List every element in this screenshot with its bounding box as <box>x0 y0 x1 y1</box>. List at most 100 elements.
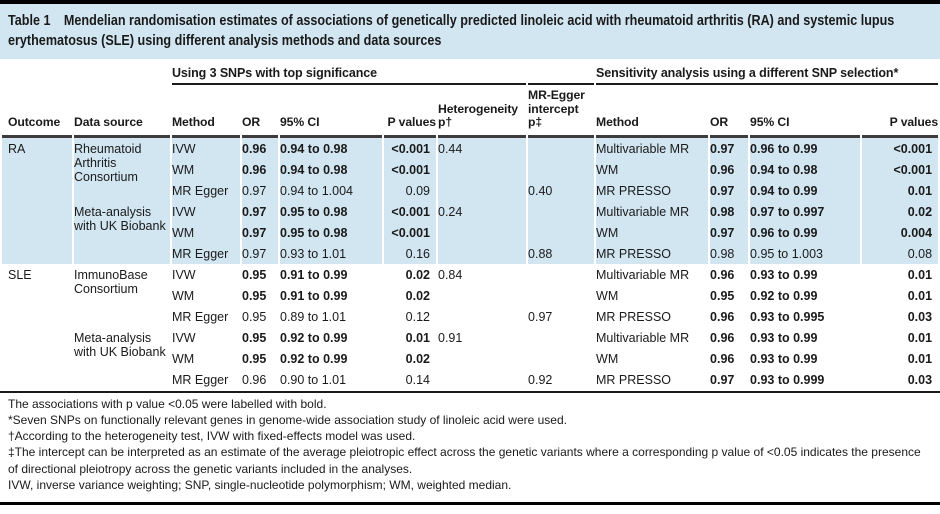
cell-p-value: 0.01 <box>384 326 436 348</box>
column-header-p-values: P values <box>384 85 436 138</box>
column-header-or-2: OR <box>710 85 749 138</box>
cell-method: IVW <box>172 137 240 159</box>
cell-ci: 0.92 to 0.99 <box>280 347 382 369</box>
egger-label-line2: intercept <box>528 101 579 116</box>
table-caption: Table 1 Mendelian randomisation estimates… <box>8 11 935 51</box>
table-caption-band: Table 1 Mendelian randomisation estimates… <box>0 4 940 59</box>
cell-data-source: Meta-analysis with UK Biobank <box>74 326 170 390</box>
cell-heterogeneity-p <box>438 221 527 243</box>
cell-outcome: SLE <box>2 263 72 390</box>
mr-estimates-table: Using 3 SNPs with top significance Sensi… <box>0 59 940 390</box>
heterogeneity-label-line1: Heterogeneity <box>438 101 518 116</box>
cell-egger-intercept-p <box>528 158 595 180</box>
cell-ci-2: 0.96 to 0.99 <box>750 221 861 243</box>
cell-ci-2: 0.93 to 0.99 <box>750 263 861 285</box>
cell-ci-2: 0.93 to 0.995 <box>750 305 861 327</box>
cell-p-value: 0.14 <box>384 368 436 390</box>
cell-or: 0.97 <box>242 221 278 243</box>
table-row: Meta-analysis with UK Biobank IVW 0.97 0… <box>2 200 939 264</box>
cell-p-value: 0.12 <box>384 305 436 327</box>
cell-p-value-2: 0.01 <box>862 326 939 348</box>
cell-egger-intercept-p <box>528 137 595 159</box>
cell-or: 0.95 <box>242 305 278 327</box>
table-row: Meta-analysis with UK Biobank IVW 0.95 0… <box>2 326 939 390</box>
cell-or-2: 0.95 <box>710 284 749 306</box>
cell-method: WM <box>172 221 240 243</box>
cell-p-value: 0.09 <box>384 179 436 201</box>
cell-heterogeneity-p <box>438 158 527 180</box>
column-header-method: Method <box>172 85 240 138</box>
footnote-bold-rule: The associations with p value <0.05 were… <box>8 396 327 411</box>
cell-ci: 0.94 to 0.98 <box>280 158 382 180</box>
top-border-rule <box>0 0 940 4</box>
cell-p-value: <0.001 <box>384 158 436 180</box>
cell-ci: 0.94 to 0.98 <box>280 137 382 159</box>
cell-p-value: <0.001 <box>384 200 436 222</box>
cell-egger-intercept-p <box>528 347 595 369</box>
cell-heterogeneity-p <box>438 368 527 390</box>
column-header-method-2: Method <box>596 85 709 138</box>
cell-method: WM <box>172 284 240 306</box>
cell-or: 0.96 <box>242 137 278 159</box>
cell-method: IVW <box>172 326 240 348</box>
heterogeneity-label-line2: p† <box>438 115 453 129</box>
cell-or-2: 0.97 <box>710 368 749 390</box>
cell-ci-2: 0.94 to 0.98 <box>750 158 861 180</box>
cell-method-2: Multivariable MR <box>596 326 709 348</box>
footnote-intercept: ‡The intercept can be interpreted as an … <box>8 445 921 476</box>
group-header-egger-segment <box>528 59 595 85</box>
cell-outcome: RA <box>2 137 72 264</box>
cell-p-value-2: <0.001 <box>862 137 939 159</box>
cell-ci: 0.93 to 1.01 <box>280 242 382 264</box>
cell-p-value-2: 0.01 <box>862 263 939 285</box>
cell-method-2: MR PRESSO <box>596 179 709 201</box>
egger-label-line1: MR-Egger <box>528 88 585 102</box>
cell-method-2: MR PRESSO <box>596 368 709 390</box>
cell-p-value: 0.16 <box>384 242 436 264</box>
cell-heterogeneity-p: 0.91 <box>438 326 527 348</box>
cell-method-2: WM <box>596 158 709 180</box>
cell-or-2: 0.96 <box>710 263 749 285</box>
cell-or-2: 0.96 <box>710 158 749 180</box>
cell-heterogeneity-p <box>438 179 527 201</box>
table-number-label: Table 1 <box>8 12 51 29</box>
cell-ci-2: 0.92 to 0.99 <box>750 284 861 306</box>
cell-ci: 0.91 to 0.99 <box>280 284 382 306</box>
cell-method: MR Egger <box>172 305 240 327</box>
cell-method-2: MR PRESSO <box>596 305 709 327</box>
table-row: WM 0.95 0.92 to 0.99 0.02 WM 0.96 0.93 t… <box>2 347 939 369</box>
cell-or: 0.97 <box>242 179 278 201</box>
cell-p-value-2: 0.03 <box>862 305 939 327</box>
cell-or: 0.95 <box>242 347 278 369</box>
cell-ci: 0.95 to 0.98 <box>280 221 382 243</box>
table-row: MR Egger 0.95 0.89 to 1.01 0.12 0.97 MR … <box>2 305 939 327</box>
table-row: WM 0.95 0.91 to 0.99 0.02 WM 0.95 0.92 t… <box>2 284 939 306</box>
cell-p-value-2: 0.02 <box>862 200 939 222</box>
footnote-snp-selection: *Seven SNPs on functionally relevant gen… <box>8 412 567 427</box>
cell-or: 0.97 <box>242 242 278 264</box>
table-caption-text: Mendelian randomisation estimates of ass… <box>8 12 895 49</box>
cell-egger-intercept-p <box>528 284 595 306</box>
group-header-spacer <box>2 59 170 85</box>
cell-or: 0.95 <box>242 263 278 285</box>
cell-ci-2: 0.93 to 0.99 <box>750 326 861 348</box>
group-header-top-snps: Using 3 SNPs with top significance <box>172 59 527 85</box>
cell-method-2: WM <box>596 347 709 369</box>
column-header-row: Outcome Data source Method OR 95% CI P v… <box>2 85 938 138</box>
group-header-row: Using 3 SNPs with top significance Sensi… <box>2 59 939 85</box>
cell-or: 0.95 <box>242 284 278 306</box>
cell-method-2: WM <box>596 284 709 306</box>
column-header-heterogeneity-p: Heterogeneity p† <box>438 85 527 138</box>
cell-ci-2: 0.93 to 0.99 <box>750 347 861 369</box>
cell-egger-intercept-p <box>528 263 595 285</box>
cell-method: WM <box>172 347 240 369</box>
cell-or-2: 0.98 <box>710 200 749 222</box>
cell-method: WM <box>172 158 240 180</box>
table-row: WM 0.96 0.94 to 0.98 <0.001 WM 0.96 0.94… <box>2 158 939 180</box>
column-header-p-values-2: P values <box>862 85 938 138</box>
footnote-abbreviations: IVW, inverse variance weighting; SNP, si… <box>8 477 512 492</box>
table-footnotes: The associations with p value <0.05 were… <box>0 390 940 503</box>
cell-egger-intercept-p: 0.92 <box>528 368 595 390</box>
cell-data-source: ImmunoBase Consortium <box>74 263 170 327</box>
